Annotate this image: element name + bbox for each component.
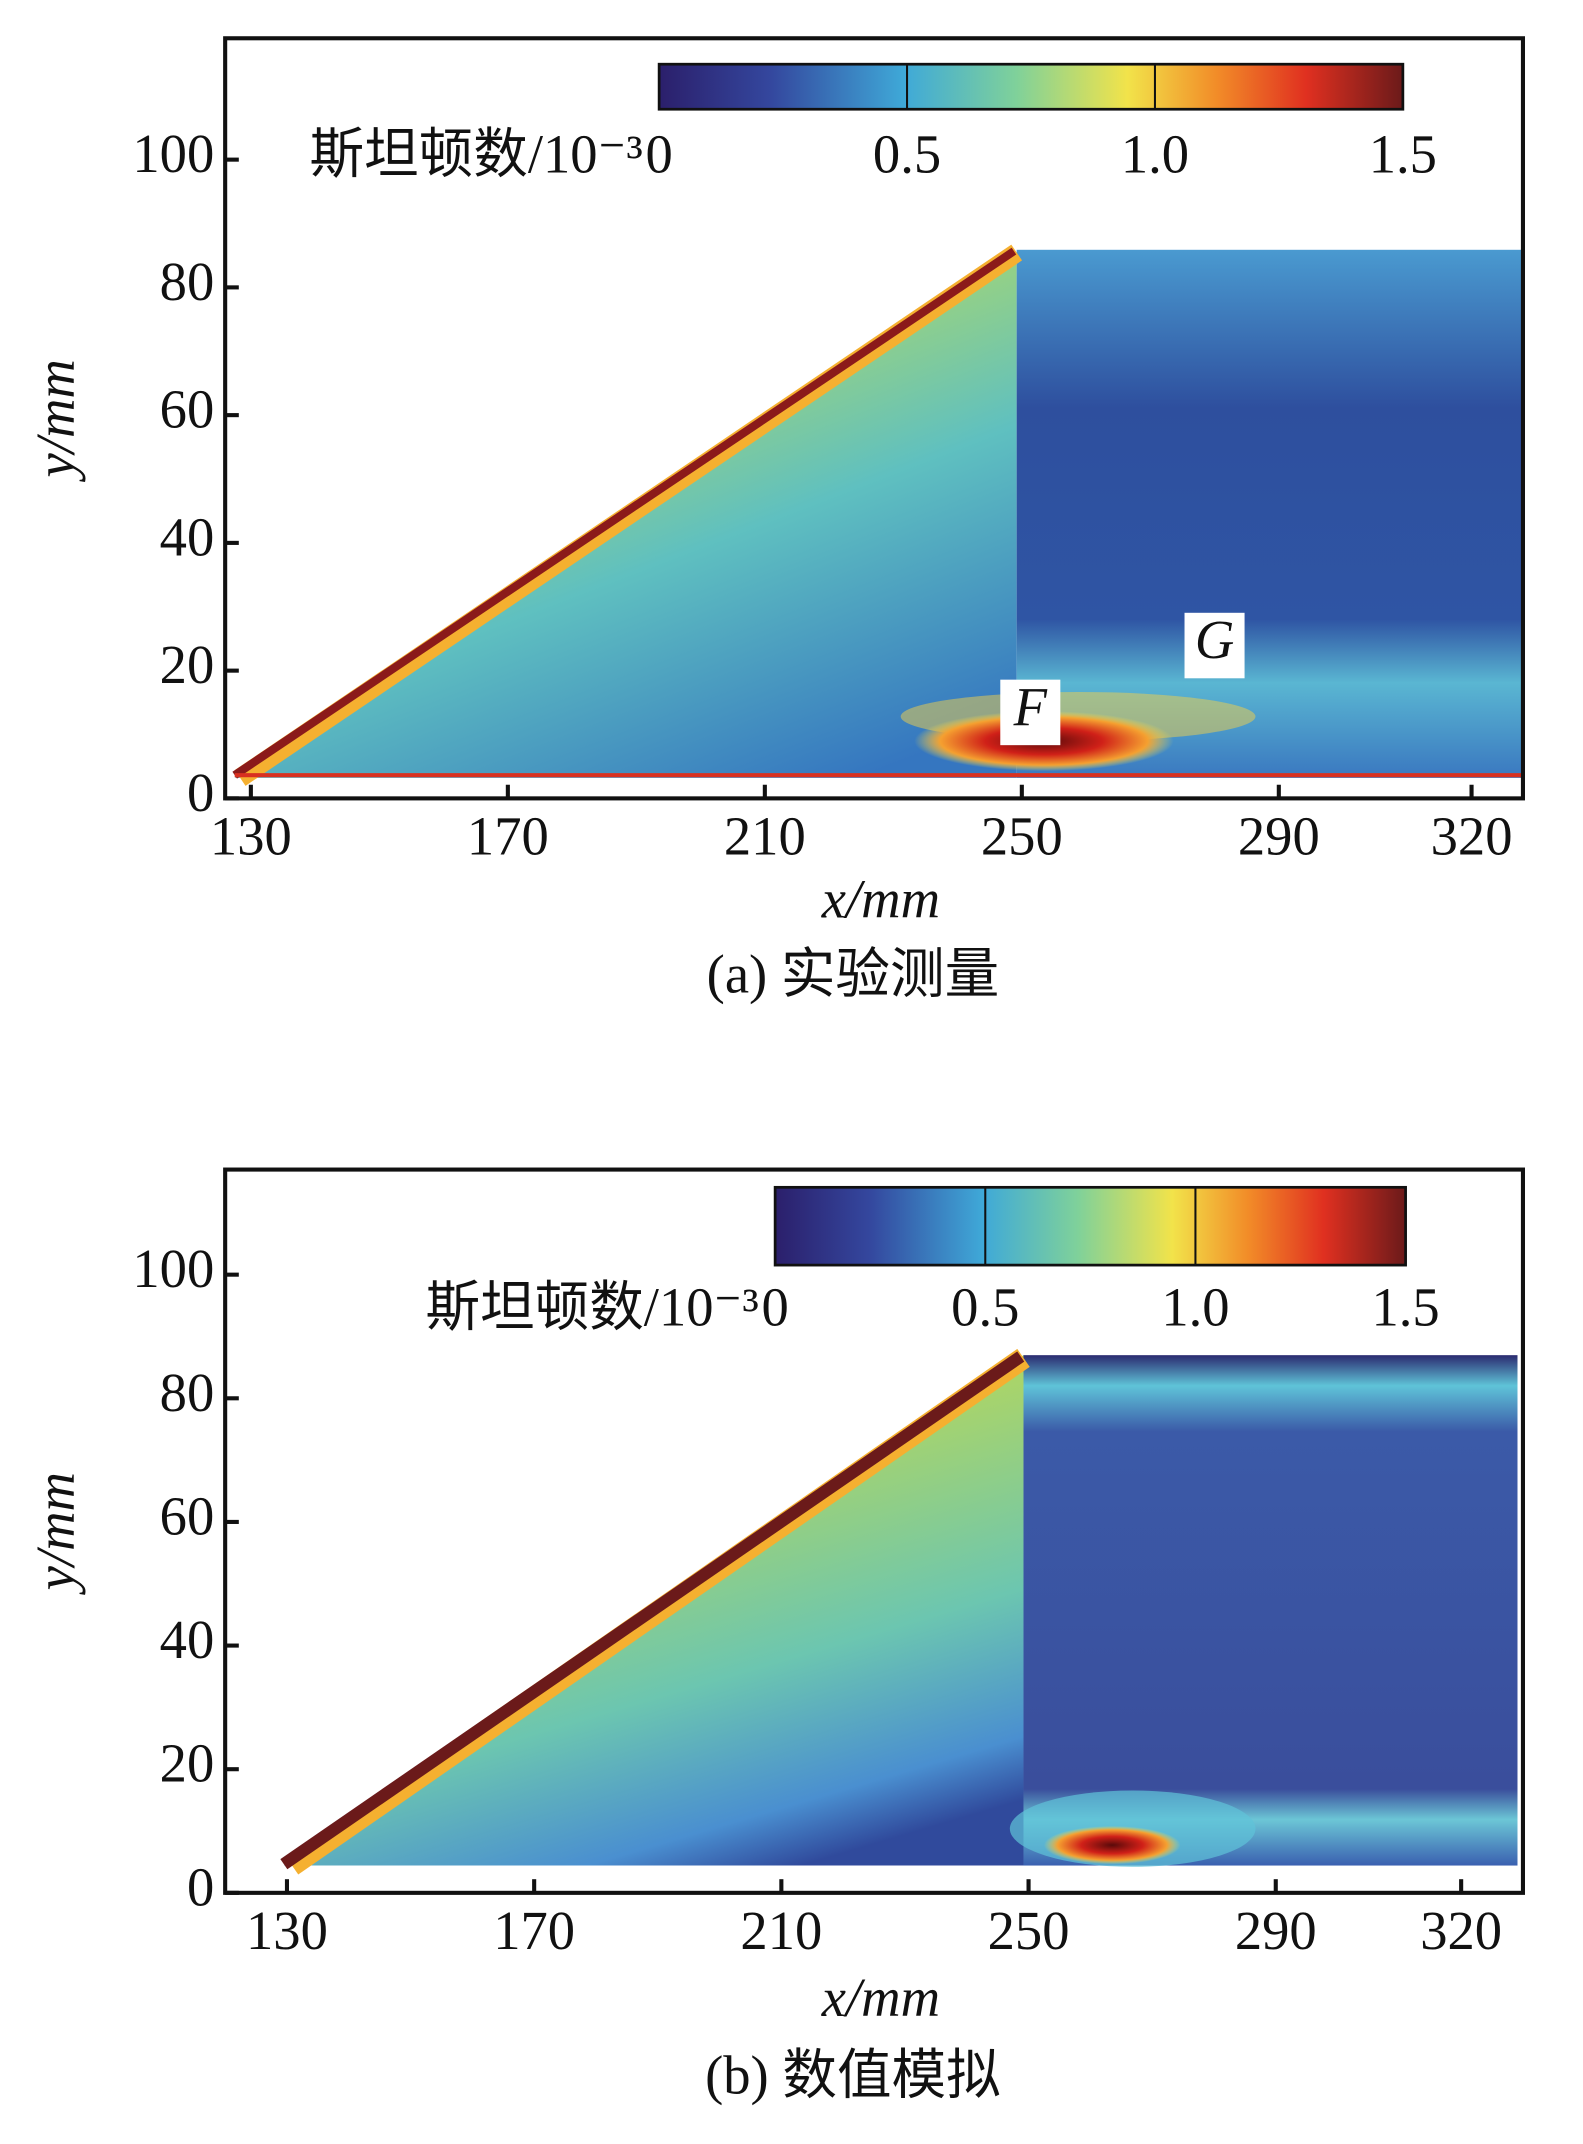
x-tick-label: 250: [981, 806, 1063, 867]
x-axis-label: x/mm: [821, 1967, 940, 2028]
plot-frame: [223, 1167, 1526, 1895]
x-tick-label: 320: [1431, 806, 1513, 867]
annotation-box: [1184, 612, 1245, 679]
colorbar-label: 斯坦顿数/10⁻³: [426, 1276, 759, 1337]
colorbar: [773, 1185, 1407, 1267]
x-tick-label: 210: [740, 1900, 822, 1961]
y-tick-label: 40: [160, 506, 215, 567]
colorbar-label: 斯坦顿数/10⁻³: [310, 123, 643, 184]
colorbar-tick-label: 1.5: [1369, 123, 1437, 184]
x-tick-label: 250: [988, 1900, 1070, 1961]
x-tick-label: 130: [210, 806, 292, 867]
y-tick-label: 100: [132, 123, 214, 184]
colorbar-tick-label: 0: [645, 123, 672, 184]
x-tick-label: 130: [246, 1900, 328, 1961]
caption: (b) 数值模拟: [705, 2045, 1001, 2106]
x-tick-label: 210: [724, 806, 806, 867]
colorbar-tick-label: 1.5: [1371, 1276, 1439, 1337]
x-tick-label: 170: [467, 806, 549, 867]
y-tick-label: 60: [160, 379, 215, 440]
colorbar-tick-label: 1.0: [1161, 1276, 1229, 1337]
colorbar-tick-label: 1.0: [1121, 123, 1189, 184]
field-a: [232, 244, 1523, 786]
x-tick-label: 170: [493, 1900, 575, 1961]
y-tick-label: 0: [187, 762, 214, 823]
annotation: F: [1013, 676, 1048, 737]
colorbar: [657, 62, 1405, 111]
panel: 130 170 210 250 290 320 0 20 40 60 80 100 x/mm y/mm (a…: [25, 36, 1526, 1004]
colorbar-tick-label: 0: [761, 1276, 788, 1337]
x-tick-label: 290: [1238, 806, 1320, 867]
y-tick-label: 20: [160, 634, 215, 695]
x-tick-label: 320: [1420, 1900, 1502, 1961]
y-tick-label: 0: [187, 1856, 214, 1917]
y-tick-label: 20: [160, 1733, 215, 1794]
caption: (a) 实验测量: [707, 943, 1000, 1004]
annotation: G: [1195, 609, 1234, 670]
colorbar-tick-label: 0.5: [873, 123, 941, 184]
annotation-box: [1000, 679, 1061, 746]
field-b: [280, 1348, 1518, 1875]
y-axis-label: y/mm: [25, 359, 86, 482]
y-tick-label: 80: [160, 251, 215, 312]
x-axis-label: x/mm: [821, 868, 940, 929]
panel: 130 170 210 250 290 320 0 20 40 60 80 100 x/mm y/mm (b…: [25, 1167, 1526, 2106]
y-tick-label: 40: [160, 1609, 215, 1670]
colorbar-tick-label: 0.5: [951, 1276, 1019, 1337]
x-tick-label: 290: [1235, 1900, 1317, 1961]
y-axis-label: y/mm: [25, 1472, 86, 1595]
y-tick-label: 100: [132, 1238, 214, 1299]
plot-frame: [223, 36, 1526, 801]
y-tick-label: 80: [160, 1362, 215, 1423]
y-tick-label: 60: [160, 1485, 215, 1546]
